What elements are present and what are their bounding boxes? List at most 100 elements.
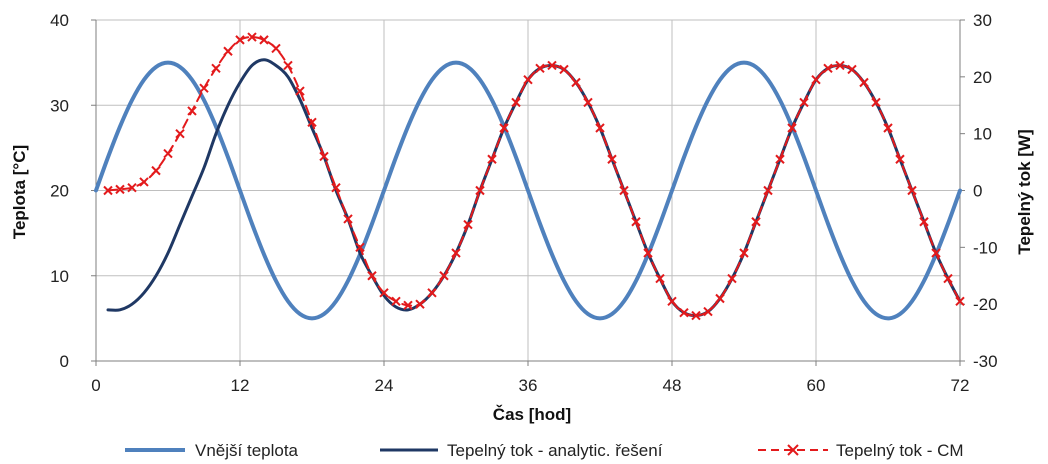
series-cm-point-70 xyxy=(943,273,953,284)
y-right-tick-label-4: 10 xyxy=(973,125,992,144)
series-cm-point-48 xyxy=(679,307,689,318)
series-cm-point-44 xyxy=(631,217,641,227)
series-cm-point-28 xyxy=(439,271,449,281)
series-cm-point-1 xyxy=(115,184,125,195)
series-cm-point-2 xyxy=(127,182,137,193)
series-cm-point-40 xyxy=(583,97,593,108)
series-cm-point-60 xyxy=(823,63,833,74)
series-cm-point-68 xyxy=(919,217,929,227)
series-cm-point-24 xyxy=(391,296,401,307)
legend-label-cm: Tepelný tok - CM xyxy=(836,441,964,460)
x-tick-label-6: 72 xyxy=(951,376,970,395)
x-tick-label-3: 36 xyxy=(519,376,538,395)
series-cm-point-71 xyxy=(955,296,965,307)
legend: Vnější teplota Tepelný tok - analytic. ř… xyxy=(125,441,964,460)
series-cm-point-20 xyxy=(343,214,353,224)
series-cm-point-31 xyxy=(475,185,485,196)
series-cm-point-22 xyxy=(367,271,377,281)
series-cm-point-49 xyxy=(691,310,701,321)
y-right-tick-label-6: 30 xyxy=(973,11,992,30)
series xyxy=(94,32,965,321)
y-axis-left-label: Teplota [°C] xyxy=(10,145,29,239)
series-cm-point-12 xyxy=(247,32,257,42)
series-cm-point-29 xyxy=(451,248,461,258)
series-cm-point-25 xyxy=(403,300,413,311)
series-cm-point-9 xyxy=(211,63,221,74)
series-cm-point-45 xyxy=(643,248,653,258)
series-cm-point-52 xyxy=(727,273,737,284)
series-cm-point-19 xyxy=(331,182,341,193)
x-tick-label-5: 60 xyxy=(807,376,826,395)
series-cm-point-35 xyxy=(523,74,533,85)
series-cm-point-13 xyxy=(259,35,269,45)
series-cm-point-3 xyxy=(139,177,149,187)
series-cm-point-26 xyxy=(415,299,425,309)
series-cm-point-5 xyxy=(163,148,173,159)
series-cm-line xyxy=(107,36,961,317)
series-cm-point-27 xyxy=(427,288,437,298)
tick-labels: 0 12 24 36 48 60 72 0 10 20 30 40 -30 -20 -10 0 10 20 30 xyxy=(50,11,998,395)
y-left-tick-label-4: 40 xyxy=(50,11,69,30)
series-cm-point-57 xyxy=(787,123,797,133)
x-tick-label-2: 24 xyxy=(375,376,394,395)
series-outside-temp-line xyxy=(94,60,962,321)
series-cm-point-54 xyxy=(751,217,761,227)
series-cm-point-51 xyxy=(715,293,725,304)
series-cm-point-10 xyxy=(223,46,233,56)
y-right-tick-label-3: 0 xyxy=(973,182,982,201)
series-cm-point-41 xyxy=(595,123,605,133)
series-analytic-line xyxy=(106,58,962,318)
y-right-tick-label-5: 20 xyxy=(973,68,992,87)
y-left-tick-label-0: 0 xyxy=(60,352,69,371)
series-cm-point-50 xyxy=(703,306,713,317)
series-cm-point-0 xyxy=(103,185,113,196)
series-cm-point-33 xyxy=(499,123,509,133)
x-tick-label-4: 48 xyxy=(663,376,682,395)
series-cm-point-53 xyxy=(739,248,749,258)
series-cm-point-62 xyxy=(847,64,857,75)
series-cm-point-23 xyxy=(379,288,389,298)
series-cm-point-66 xyxy=(895,154,905,164)
series-cm-point-58 xyxy=(799,97,809,108)
legend-marker-cm xyxy=(787,444,799,456)
series-cm-point-6 xyxy=(175,128,185,139)
x-tick-label-0: 0 xyxy=(91,376,100,395)
series-cm-point-21 xyxy=(355,242,365,253)
series-cm-point-42 xyxy=(607,154,617,164)
series-cm-point-4 xyxy=(151,165,161,176)
series-cm-point-14 xyxy=(271,43,281,54)
series-cm-point-55 xyxy=(763,185,773,196)
series-cm-point-47 xyxy=(667,296,677,307)
series-cm-point-30 xyxy=(463,219,473,230)
series-cm-point-8 xyxy=(199,83,209,93)
y-axis-right-label: Tepelný tok [W] xyxy=(1015,129,1034,254)
series-cm-point-43 xyxy=(619,185,629,196)
series-cm-point-56 xyxy=(775,154,785,164)
y-left-tick-label-2: 20 xyxy=(50,182,69,201)
series-cm-point-69 xyxy=(931,248,941,258)
series-cm-point-64 xyxy=(871,97,881,108)
legend-label-analytic: Tepelný tok - analytic. řešení xyxy=(447,441,663,460)
series-cm-point-63 xyxy=(859,77,869,88)
series-cm-point-38 xyxy=(559,64,569,75)
series-cm-point-32 xyxy=(487,154,497,164)
y-right-tick-label-2: -10 xyxy=(973,238,998,257)
series-cm-point-7 xyxy=(187,106,197,116)
series-cm-point-36 xyxy=(535,63,545,74)
legend-label-outside-temp: Vnější teplota xyxy=(195,441,299,460)
series-cm-point-39 xyxy=(571,77,581,88)
series-cm-point-59 xyxy=(811,74,821,85)
y-left-tick-label-1: 10 xyxy=(50,267,69,286)
series-cm-point-61 xyxy=(835,60,845,71)
y-right-tick-label-0: -30 xyxy=(973,352,998,371)
series-cm-point-16 xyxy=(295,86,305,96)
series-cm-point-15 xyxy=(283,60,293,71)
y-right-tick-label-1: -20 xyxy=(973,295,998,314)
x-tick-label-1: 12 xyxy=(231,376,250,395)
series-cm-point-17 xyxy=(307,117,317,128)
series-cm-point-18 xyxy=(319,151,329,162)
series-cm-point-11 xyxy=(235,35,245,45)
series-cm-point-67 xyxy=(907,185,917,196)
series-cm-point-46 xyxy=(655,273,665,284)
